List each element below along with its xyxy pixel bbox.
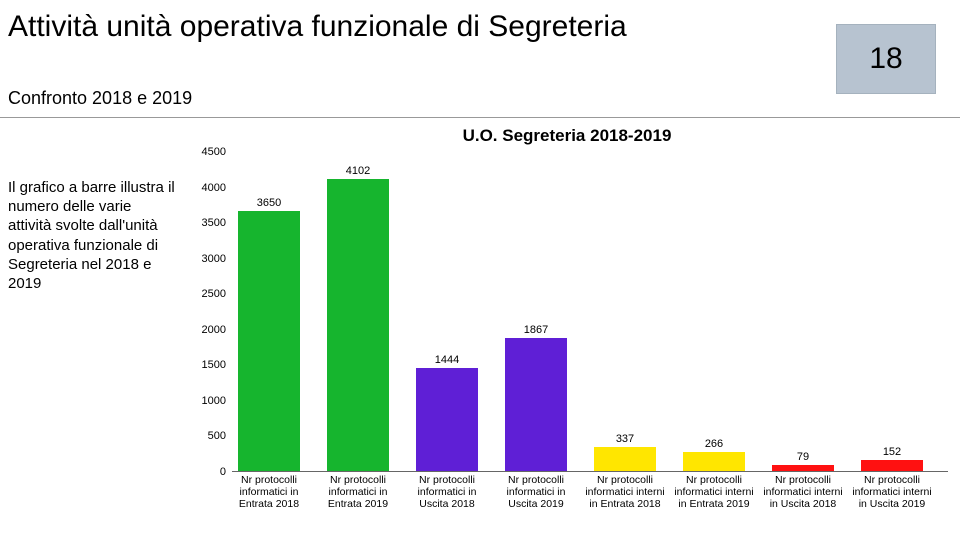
y-tick: 4500: [202, 146, 226, 158]
bar: [772, 465, 834, 471]
bar-value-label: 3650: [229, 197, 309, 209]
slide-body: Il grafico a barre illustra il numero de…: [0, 122, 960, 540]
y-tick: 4000: [202, 182, 226, 194]
x-category-label: Nr protocolli informatici in Entrata 201…: [226, 474, 313, 510]
slide-header: Attività unità operativa funzionale di S…: [0, 0, 960, 118]
slide: Attività unità operativa funzionale di S…: [0, 0, 960, 540]
slide-subtitle: Confronto 2018 e 2019: [8, 88, 192, 109]
y-tick: 2500: [202, 288, 226, 300]
bar-value-label: 4102: [318, 165, 398, 177]
bar: [416, 368, 478, 471]
bar-value-label: 1867: [496, 324, 576, 336]
bar: [594, 447, 656, 471]
x-category-label: Nr protocolli informatici in Entrata 201…: [315, 474, 402, 510]
x-category-label: Nr protocolli informatici in Uscita 2019: [493, 474, 580, 510]
x-category-label: Nr protocolli informatici interni in Ent…: [671, 474, 758, 510]
bar-value-label: 1444: [407, 354, 487, 366]
bar-value-label: 337: [585, 433, 665, 445]
y-tick: 3500: [202, 217, 226, 229]
x-category-label: Nr protocolli informatici interni in Usc…: [760, 474, 847, 510]
bar: [327, 179, 389, 471]
plot-area: 050010001500200025003000350040004500 365…: [186, 152, 948, 472]
bar-value-label: 79: [763, 451, 843, 463]
y-tick: 1000: [202, 395, 226, 407]
x-category-label: Nr protocolli informatici interni in Usc…: [849, 474, 936, 510]
x-category-label: Nr protocolli informatici in Uscita 2018: [404, 474, 491, 510]
chart: U.O. Segreteria 2018-2019 05001000150020…: [186, 126, 948, 532]
bar: [861, 460, 923, 471]
bar-value-label: 266: [674, 438, 754, 450]
y-tick: 3000: [202, 253, 226, 265]
bar-value-label: 152: [852, 446, 932, 458]
y-tick: 500: [208, 430, 226, 442]
slide-title: Attività unità operativa funzionale di S…: [8, 10, 708, 45]
x-category-label: Nr protocolli informatici interni in Ent…: [582, 474, 669, 510]
plot: 3650 4102 1444 1867 337 266 79 152: [232, 152, 948, 472]
chart-description: Il grafico a barre illustra il numero de…: [8, 178, 178, 293]
bar: [683, 452, 745, 471]
bar: [238, 211, 300, 471]
y-tick: 1500: [202, 359, 226, 371]
y-tick: 2000: [202, 324, 226, 336]
y-axis: 050010001500200025003000350040004500: [186, 152, 232, 472]
chart-title: U.O. Segreteria 2018-2019: [186, 126, 948, 152]
page-number: 18: [836, 24, 936, 94]
bar: [505, 338, 567, 471]
x-axis: Nr protocolli informatici in Entrata 201…: [232, 472, 948, 532]
